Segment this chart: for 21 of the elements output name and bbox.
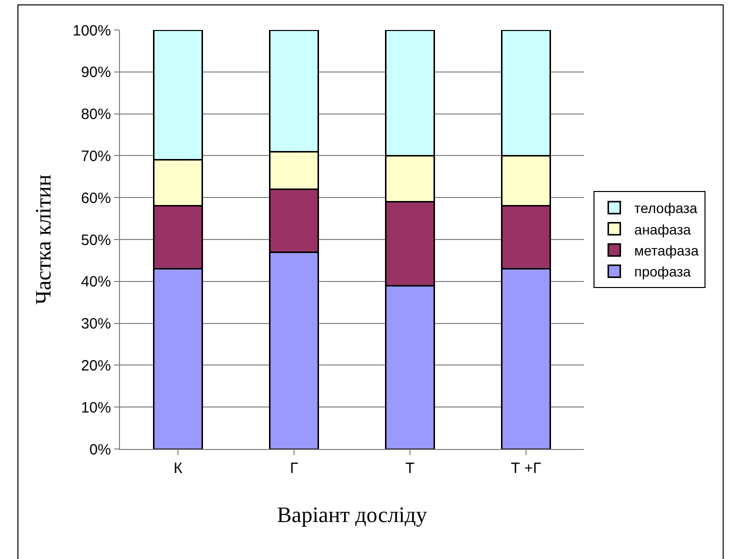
x-tick-label: Г [290,460,298,477]
x-tick-label: Т [405,460,415,477]
y-axis-title: Частка клітин [30,174,56,305]
legend-label: профаза [634,264,691,280]
y-tick-label: 70% [80,148,111,165]
x-axis-title: Варіант досліду [277,502,427,527]
y-tick-label: 80% [80,106,111,124]
y-tick-label: 100% [72,22,111,40]
legend-label: анафаза [634,221,692,238]
y-tick-label: 10% [80,399,111,416]
x-tick-label: К [174,460,183,477]
y-tick-label: 20% [80,357,111,374]
y-tick-label: 50% [80,232,111,249]
y-tick-label: 90% [80,64,111,82]
y-tick-label: 40% [80,274,111,291]
legend-label: метафаза [634,242,699,258]
x-tick-label: Т +Г [510,460,542,477]
legend-label: телофаза [634,200,698,216]
y-tick-label: 30% [80,316,111,333]
y-tick-label: 0% [89,441,111,458]
y-tick-label: 60% [80,190,111,207]
